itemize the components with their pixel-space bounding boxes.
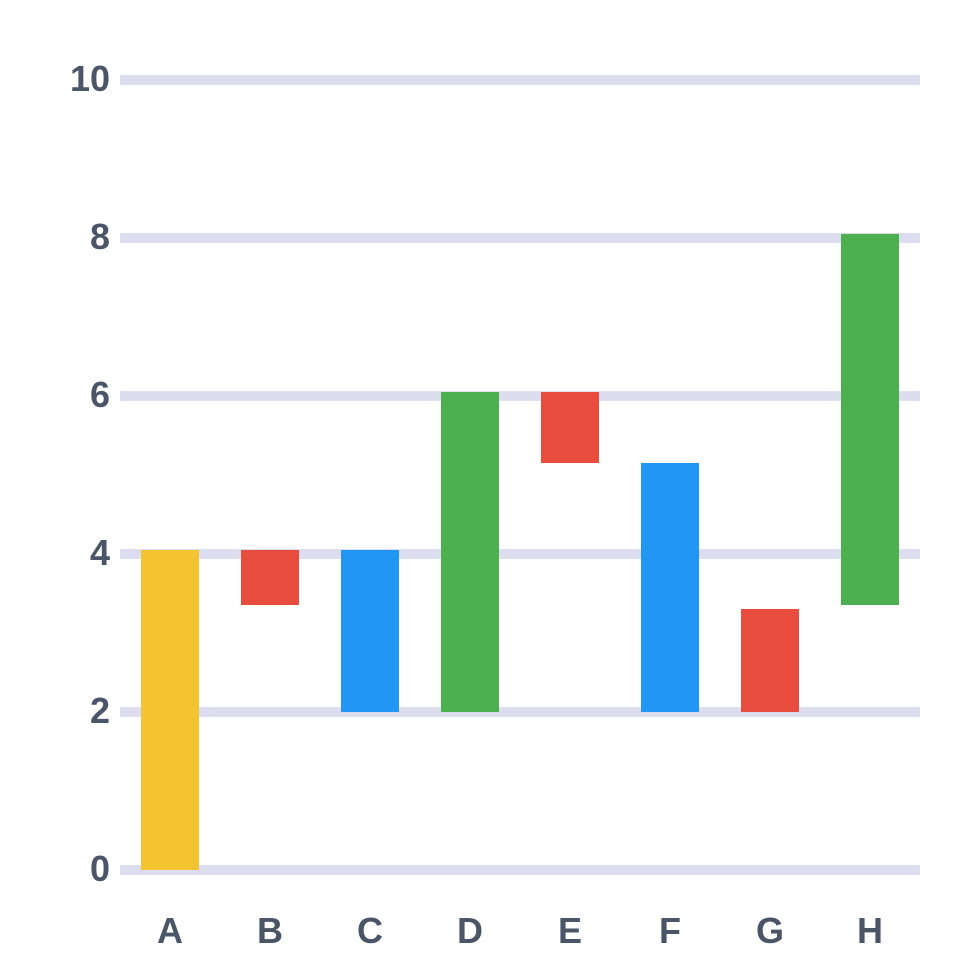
y-tick-label: 0	[50, 848, 110, 890]
bar-c	[341, 550, 399, 712]
x-tick-label: G	[720, 910, 820, 952]
y-tick-label: 4	[50, 532, 110, 574]
bar-e	[541, 392, 599, 463]
x-tick-label: A	[120, 910, 220, 952]
bar-d	[441, 392, 499, 712]
x-tick-label: E	[520, 910, 620, 952]
x-tick-label: C	[320, 910, 420, 952]
y-tick-label: 10	[50, 58, 110, 100]
gridline	[120, 865, 920, 875]
bar-a	[141, 550, 199, 870]
gridline	[120, 549, 920, 559]
gridline	[120, 233, 920, 243]
x-tick-label: F	[620, 910, 720, 952]
x-tick-label: B	[220, 910, 320, 952]
gridline	[120, 75, 920, 85]
x-tick-label: H	[820, 910, 920, 952]
y-tick-label: 6	[50, 374, 110, 416]
bar-h	[841, 234, 899, 605]
plot-area: 0246810ABCDEFGH	[120, 80, 920, 870]
y-tick-label: 2	[50, 690, 110, 732]
floating-bar-chart: 0 2 4 6 8 10 ABCDEFGH	[0, 0, 980, 980]
bar-f	[641, 463, 699, 712]
x-tick-label: D	[420, 910, 520, 952]
y-tick-label: 8	[50, 216, 110, 258]
gridline	[120, 707, 920, 717]
bar-b	[241, 550, 299, 605]
bar-g	[741, 609, 799, 712]
gridline	[120, 391, 920, 401]
